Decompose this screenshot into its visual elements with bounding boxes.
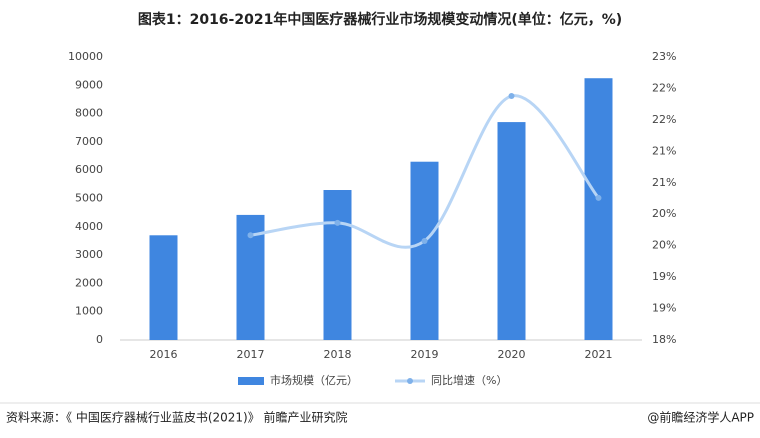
y2-tick-label: 23% [652,50,676,63]
legend-label: 市场规模（亿元） [270,373,358,387]
point [595,194,602,201]
y-tick-label: 0 [96,333,103,346]
line [250,94,600,249]
y2-tick-label: 20% [652,239,676,252]
y2-tick-label: 20% [652,207,676,220]
y-tick-label: 3000 [75,248,103,261]
x-tick-label: 2019 [411,348,439,361]
x-tick-label: 2016 [150,348,178,361]
point [334,219,341,226]
y-tick-label: 6000 [75,163,103,176]
bar [497,122,526,340]
y2-tick-label: 21% [652,144,676,157]
legend-swatch [238,377,264,385]
credit: @前瞻经济学人APP [647,410,754,425]
y-tick-label: 8000 [75,107,103,120]
x-tick-label: 2021 [585,348,613,361]
bar [149,235,178,340]
y-tick-label: 9000 [75,78,103,91]
x-tick-label: 2017 [237,348,265,361]
point [247,232,254,239]
y2-tick-label: 22% [652,81,676,94]
y2-tick-label: 19% [652,270,676,283]
bar [410,161,439,340]
y-tick-label: 10000 [68,50,103,63]
x-tick-label: 2020 [498,348,526,361]
point [421,237,428,244]
y2-tick-label: 18% [652,333,676,346]
legend-label: 同比增速（%） [431,373,507,387]
point [508,93,515,100]
y-tick-label: 2000 [75,276,103,289]
y-tick-label: 4000 [75,220,103,233]
chart-title: 图表1：2016-2021年中国医疗器械行业市场规模变动情况(单位：亿元，%) [138,11,622,28]
y2-tick-label: 22% [652,113,676,126]
x-tick-label: 2018 [324,348,352,361]
y-tick-label: 7000 [75,135,103,148]
y2-tick-label: 19% [652,302,676,315]
source: 资料来源：《 中国医疗器械行业蓝皮书(2021)》 前瞻产业研究院 [6,410,348,425]
y-tick-label: 1000 [75,305,103,318]
y2-tick-label: 21% [652,176,676,189]
legend-swatch [407,378,413,384]
bar [323,190,352,340]
bar [584,78,613,340]
y-tick-label: 5000 [75,192,103,205]
